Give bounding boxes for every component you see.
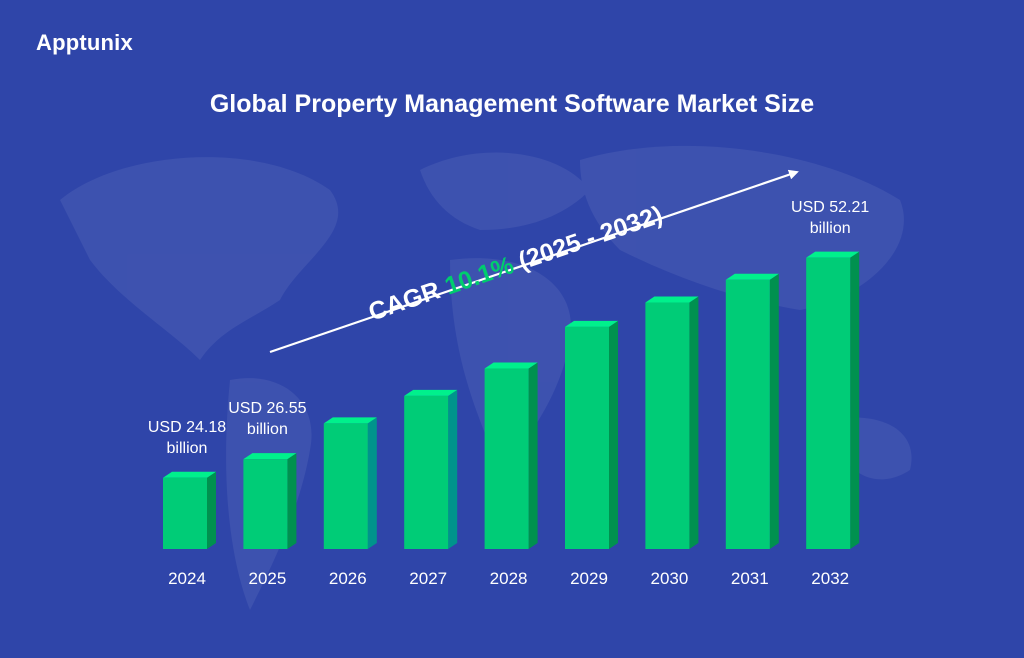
bar-top-2029 xyxy=(565,320,618,327)
bar-side-2025 xyxy=(287,453,297,549)
bar-2029 xyxy=(565,326,609,549)
bar-side-2026 xyxy=(367,417,377,549)
data-label-unit: billion xyxy=(809,219,851,237)
x-tick-label: 2024 xyxy=(168,569,206,588)
bar-side-2031 xyxy=(769,273,779,549)
data-label-value: USD 52.21 xyxy=(791,198,870,216)
x-tick-label: 2028 xyxy=(490,569,528,588)
bar-top-2032 xyxy=(806,251,860,258)
data-label-unit: billion xyxy=(166,439,208,457)
apptunix-logo: Apptunix xyxy=(36,30,133,55)
bar-top-2024 xyxy=(163,471,216,478)
bar-top-2026 xyxy=(323,417,377,424)
bar-2027 xyxy=(404,395,449,549)
bar-side-2032 xyxy=(850,251,860,549)
x-tick-label: 2032 xyxy=(811,569,849,588)
bar-top-2030 xyxy=(645,296,699,303)
bar-side-2030 xyxy=(689,296,699,549)
x-tick-label: 2027 xyxy=(409,569,447,588)
x-tick-label: 2025 xyxy=(248,569,286,588)
bar-2031 xyxy=(725,279,770,549)
bar-side-2027 xyxy=(448,389,458,549)
bar-top-2027 xyxy=(404,389,458,396)
x-tick-label: 2031 xyxy=(731,569,769,588)
data-label-2032: USD 52.21 billion xyxy=(770,197,890,239)
bar-top-2025 xyxy=(243,453,297,460)
x-tick-label: 2026 xyxy=(329,569,367,588)
chart-title: Global Property Management Software Mark… xyxy=(209,90,815,118)
bar-side-2028 xyxy=(528,362,538,549)
data-label-value: USD 26.55 xyxy=(228,400,307,418)
data-label-2024: USD 24.18 billion xyxy=(127,417,247,459)
bar-2026 xyxy=(323,423,368,549)
bar-2025 xyxy=(243,459,288,549)
bar-side-2024 xyxy=(207,471,216,549)
bar-2032 xyxy=(806,257,851,549)
x-tick-label: 2029 xyxy=(570,569,608,588)
cagr-arrow xyxy=(269,169,799,354)
bar-top-2031 xyxy=(725,273,779,280)
bar-top-2028 xyxy=(484,362,538,369)
bar-2024 xyxy=(163,477,207,549)
bar-2028 xyxy=(484,368,529,549)
bar-side-2029 xyxy=(609,320,618,549)
x-tick-label: 2030 xyxy=(650,569,688,588)
data-label-unit: billion xyxy=(246,421,288,439)
data-label-value: USD 24.18 xyxy=(147,418,227,436)
data-label-2025: USD 26.55 billion xyxy=(207,398,327,440)
bar-2030 xyxy=(645,302,690,549)
